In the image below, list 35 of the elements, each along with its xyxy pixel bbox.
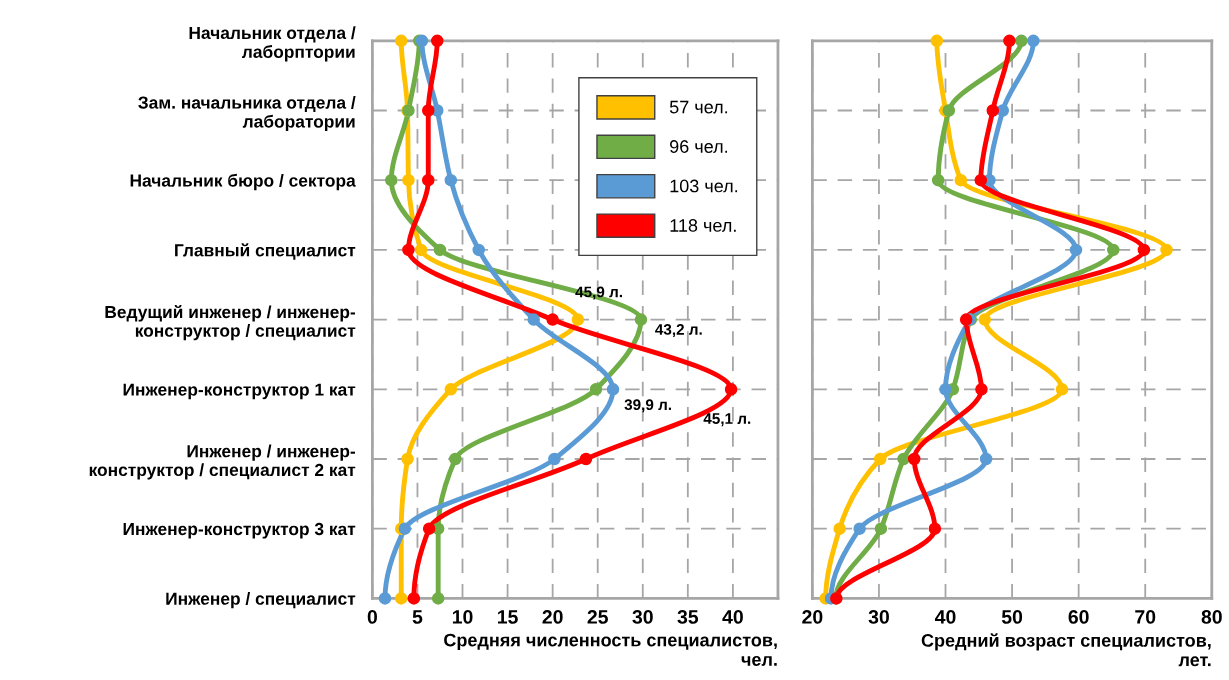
x-tick-label: 5 bbox=[412, 610, 423, 624]
annotation: 43,2 л. bbox=[655, 323, 702, 338]
x-tick-label: 40 bbox=[722, 610, 743, 624]
x-tick-label: 10 bbox=[452, 610, 473, 624]
x-tick-label: 80 bbox=[1201, 610, 1222, 624]
y-tick-label: Инженер / инженер- конструктор / специалист 2 кат bbox=[89, 444, 356, 480]
x-tick-label: 20 bbox=[542, 610, 563, 624]
annotation: 45,9 л. bbox=[575, 286, 622, 300]
legend-label: 103 чел. bbox=[670, 179, 738, 193]
y-tick-label: Главный специалист bbox=[175, 243, 356, 260]
x-tick-label: 30 bbox=[868, 610, 889, 624]
x-axis-title: Средний возраст специалистов, лет. bbox=[921, 633, 1211, 667]
x-tick-label: 20 bbox=[802, 610, 823, 624]
annotation: 39,9 л. bbox=[624, 399, 672, 413]
x-tick-label: 40 bbox=[934, 610, 956, 624]
y-tick-label: Ведущий инженер / инженер- конструктор / специалист bbox=[105, 305, 356, 341]
y-tick-label: Инженер / специалист bbox=[166, 592, 356, 609]
y-tick-label: Начальник отдела / лаборптории bbox=[189, 26, 356, 62]
y-tick-label: Зам. начальника отдела / лаборатории bbox=[138, 96, 356, 132]
annotation: 45,1 л. bbox=[703, 413, 751, 427]
x-tick-label: 35 bbox=[677, 610, 699, 624]
y-tick-label: Инженер-конструктор 3 кат bbox=[123, 522, 356, 539]
x-tick-label: 50 bbox=[1001, 610, 1023, 624]
legend-label: 96 чел. bbox=[670, 140, 728, 153]
x-tick-label: 15 bbox=[497, 610, 518, 624]
y-tick-label: Начальник бюро / сектора bbox=[130, 173, 356, 191]
x-axis-title: Средняя численность специалистов, чел. bbox=[444, 633, 777, 666]
x-tick-label: 70 bbox=[1135, 610, 1156, 624]
x-tick-label: 60 bbox=[1068, 610, 1089, 624]
legend-label: 57 чел. bbox=[669, 100, 728, 114]
y-tick-label: Инженер-конструктор 1 кат bbox=[123, 383, 356, 400]
legend-label: 118 чел. bbox=[670, 219, 736, 232]
x-tick-label: 30 bbox=[632, 610, 653, 624]
x-tick-label: 0 bbox=[367, 610, 377, 624]
x-tick-label: 25 bbox=[587, 610, 608, 624]
